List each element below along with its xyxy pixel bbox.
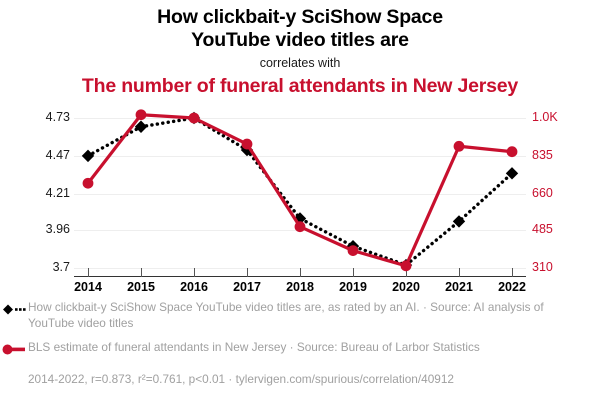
- legend-label-funeral: BLS estimate of funeral attendants in Ne…: [28, 340, 480, 354]
- x-tick-label: 2020: [392, 280, 420, 294]
- data-point-marker: [81, 149, 95, 163]
- data-point-marker: [240, 143, 254, 157]
- x-tick-mark: [300, 268, 301, 277]
- x-tick-label: 2018: [286, 280, 314, 294]
- x-tick-mark: [459, 268, 460, 277]
- x-tick-mark: [194, 268, 195, 277]
- x-tick-label: 2021: [445, 280, 473, 294]
- title-line-1: How clickbait-y SciShow Space: [157, 6, 443, 28]
- data-point-marker: [294, 221, 306, 233]
- data-point-marker: [452, 215, 466, 228]
- x-tick-mark: [88, 268, 89, 277]
- right-tick-label: 310: [532, 260, 553, 274]
- data-point-marker: [347, 245, 359, 257]
- gridline: [74, 155, 526, 157]
- series-line-2: [86, 113, 513, 268]
- data-point-marker: [505, 167, 519, 180]
- x-tick-mark: [353, 268, 354, 277]
- title-connector: correlates with: [259, 56, 341, 70]
- page-title: How clickbait-y SciShow Space YouTube vi…: [0, 6, 600, 52]
- left-tick-label: 3.7: [52, 260, 70, 274]
- gridline: [74, 118, 526, 119]
- data-point-marker: [188, 112, 200, 124]
- left-tick-label: 4.21: [45, 185, 70, 200]
- series-line-1: [86, 116, 514, 268]
- x-tick-label: 2017: [233, 280, 261, 294]
- series-plot: [81, 109, 519, 272]
- chart-footer: How clickbait-y SciShow Space YouTube vi…: [0, 300, 600, 388]
- red-circle-solid-icon: [2, 344, 25, 355]
- black-diamond-dotted-icon: [3, 304, 26, 315]
- x-tick-mark: [141, 268, 142, 277]
- right-tick-label: 1.0K: [532, 110, 558, 124]
- legend-item-funeral: BLS estimate of funeral attendants in Ne…: [0, 340, 600, 358]
- data-point-marker: [241, 138, 253, 150]
- title-block: How clickbait-y SciShow Space YouTube vi…: [0, 6, 600, 98]
- data-point-marker: [82, 177, 94, 189]
- x-tick-label: 2016: [180, 280, 208, 294]
- right-tick-label: 660: [532, 185, 553, 200]
- legend-item-clickbait: How clickbait-y SciShow Space YouTube vi…: [0, 300, 600, 331]
- x-tick-label: 2022: [498, 280, 526, 294]
- data-point-marker: [135, 109, 147, 121]
- x-tick-label: 2019: [339, 280, 367, 294]
- left-tick-label: 4.73: [45, 110, 70, 124]
- data-point-marker: [506, 146, 518, 158]
- chart-container: Clickbait-y score Funeral Attendants 3.7…: [0, 104, 600, 300]
- data-point-marker: [400, 260, 412, 272]
- left-tick-label: 3.96: [45, 222, 70, 237]
- left-tick-label: 4.47: [45, 147, 70, 162]
- x-tick-label: 2015: [127, 280, 155, 294]
- footnote-stats: 2014-2022, r=0.873, r²=0.761, p<0.01 · t…: [28, 372, 454, 386]
- x-tick-label: 2014: [74, 280, 102, 294]
- legend-label-clickbait: How clickbait-y SciShow Space YouTube vi…: [28, 300, 544, 330]
- right-tick-label: 485: [532, 222, 553, 237]
- x-tick-mark: [512, 268, 513, 277]
- x-tick-mark: [406, 268, 407, 277]
- data-point-marker: [453, 140, 465, 152]
- page-subtitle: The number of funeral attendants in New …: [81, 75, 519, 97]
- title-line-2: YouTube video titles are: [191, 29, 409, 51]
- right-tick-label: 835: [532, 147, 553, 162]
- data-point-marker: [293, 212, 307, 225]
- plot-area: 3.7 3.96 4.21 4.47 4.73 310 485 660 835 1.0K 201…: [46, 104, 558, 300]
- x-tick-mark: [247, 268, 248, 277]
- gridline: [74, 193, 526, 195]
